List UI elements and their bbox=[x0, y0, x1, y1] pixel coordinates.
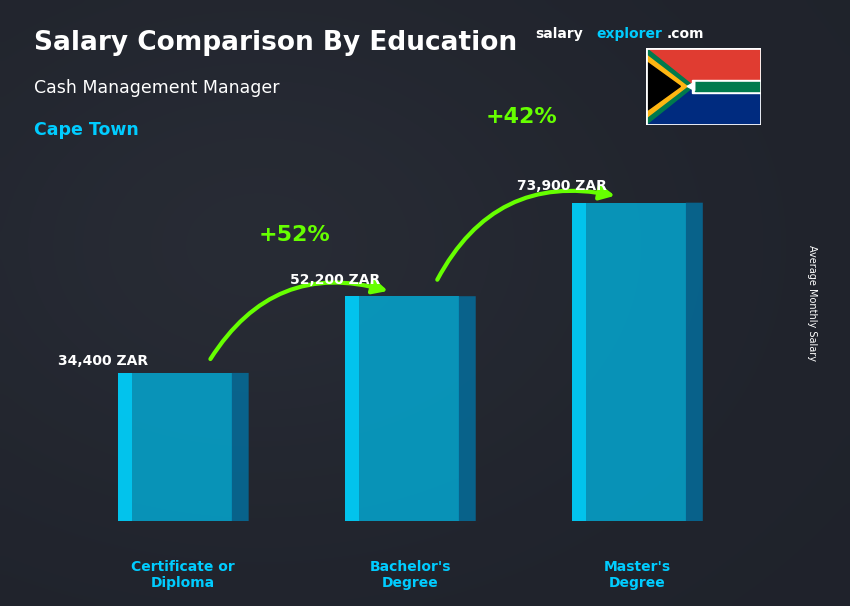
Polygon shape bbox=[646, 48, 761, 87]
Text: +42%: +42% bbox=[486, 107, 558, 127]
Text: Salary Comparison By Education: Salary Comparison By Education bbox=[34, 30, 517, 56]
Polygon shape bbox=[646, 61, 680, 112]
Text: Average Monthly Salary: Average Monthly Salary bbox=[807, 245, 817, 361]
Polygon shape bbox=[646, 87, 761, 125]
Polygon shape bbox=[687, 82, 694, 90]
Text: salary: salary bbox=[536, 27, 583, 41]
Polygon shape bbox=[572, 202, 586, 521]
Polygon shape bbox=[345, 296, 359, 521]
Text: 52,200 ZAR: 52,200 ZAR bbox=[290, 273, 380, 287]
Polygon shape bbox=[694, 82, 761, 90]
Polygon shape bbox=[345, 296, 459, 521]
Text: 34,400 ZAR: 34,400 ZAR bbox=[58, 354, 148, 368]
Text: Bachelor's
Degree: Bachelor's Degree bbox=[370, 560, 451, 590]
Text: 73,900 ZAR: 73,900 ZAR bbox=[517, 179, 607, 193]
Polygon shape bbox=[572, 202, 686, 521]
Text: Cash Management Manager: Cash Management Manager bbox=[34, 79, 280, 97]
Polygon shape bbox=[686, 202, 703, 521]
Text: +52%: +52% bbox=[258, 225, 331, 245]
Polygon shape bbox=[118, 373, 231, 521]
Text: .com: .com bbox=[666, 27, 704, 41]
Text: Master's
Degree: Master's Degree bbox=[604, 560, 671, 590]
Polygon shape bbox=[646, 48, 694, 125]
Polygon shape bbox=[459, 296, 476, 521]
Text: Cape Town: Cape Town bbox=[34, 121, 139, 139]
Polygon shape bbox=[118, 373, 132, 521]
Polygon shape bbox=[646, 55, 687, 118]
Text: Certificate or
Diploma: Certificate or Diploma bbox=[131, 560, 235, 590]
Polygon shape bbox=[692, 79, 761, 93]
Text: explorer: explorer bbox=[597, 27, 662, 41]
Polygon shape bbox=[231, 373, 249, 521]
